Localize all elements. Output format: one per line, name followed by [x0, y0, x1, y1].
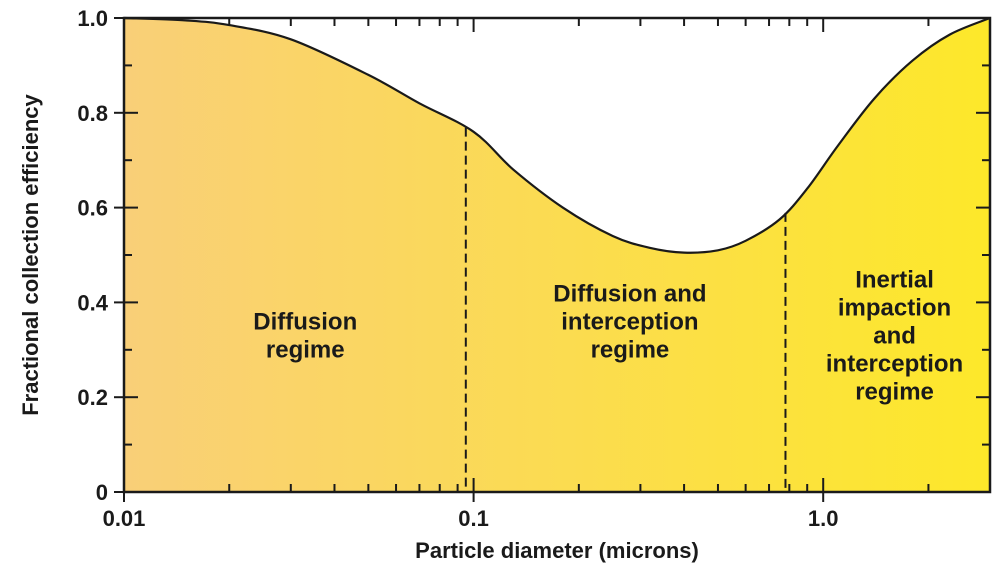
region-label-line: interception	[561, 308, 698, 335]
region-label-line: regime	[266, 337, 345, 364]
region-label-line: regime	[855, 379, 934, 406]
region-label-2: Diffusion and interception regime	[553, 280, 706, 363]
region-label-3: Inertial impaction and interception regime	[826, 267, 963, 406]
y-tick-label: 0	[96, 480, 108, 505]
region-label-1: Diffusion regime	[253, 309, 357, 364]
region-label-line: regime	[591, 336, 670, 363]
x-tick-label: 1.0	[808, 506, 839, 531]
efficiency-curve	[123, 16, 991, 254]
region-label-line: impaction	[838, 295, 951, 322]
region-label-line: and	[873, 323, 916, 350]
y-tick-label: 1.0	[77, 6, 108, 31]
x-tick-label: 0.1	[458, 506, 489, 531]
y-tick-label: 0.6	[77, 196, 108, 221]
y-tick-label: 0.8	[77, 101, 108, 126]
x-axis-title: Particle diameter (microns)	[415, 538, 699, 563]
area-fill	[124, 18, 990, 492]
region-label-line: Diffusion and	[553, 280, 706, 307]
region-label-line: Diffusion	[253, 309, 357, 336]
y-tick-label: 0.4	[77, 290, 108, 315]
region-label-line: interception	[826, 351, 963, 378]
x-tick-label: 0.01	[103, 506, 146, 531]
y-tick-label: 0.2	[77, 385, 108, 410]
region-label-line: Inertial	[855, 267, 934, 294]
y-axis-title: Fractional collection efficiency	[18, 93, 43, 415]
